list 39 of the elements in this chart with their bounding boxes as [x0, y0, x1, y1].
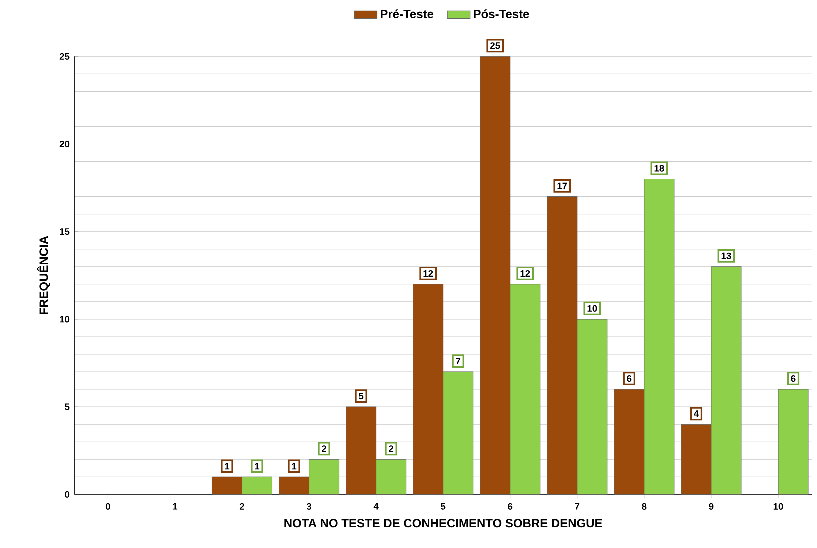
data-label: 25	[490, 42, 500, 50]
data-label: 2	[389, 446, 394, 452]
x-tick-label: 8	[642, 503, 647, 510]
data-label: 17	[558, 182, 568, 190]
legend-label: Pré-Teste	[381, 10, 434, 19]
data-label: 18	[654, 165, 664, 172]
data-label: 1	[292, 463, 297, 470]
x-tick-label: 6	[508, 503, 513, 510]
data-label: 12	[520, 270, 530, 277]
data-label: 6	[791, 375, 796, 382]
x-axis-title: NOTA NO TESTE DE CONHECIMENTO SOBRE DENGUE	[284, 519, 602, 528]
y-tick-label: 5	[65, 404, 70, 410]
data-label: 1	[255, 463, 260, 470]
y-tick-label: 20	[60, 140, 70, 148]
y-tick-label: 10	[60, 316, 70, 323]
x-tick-label: 4	[374, 503, 379, 510]
legend-label: Pós-Teste	[474, 10, 530, 19]
x-tick-label: 5	[441, 503, 446, 510]
x-tick-label: 2	[240, 503, 244, 510]
data-label: 6	[627, 375, 632, 382]
data-label: 13	[722, 252, 732, 260]
y-tick-label: 0	[65, 491, 70, 498]
data-label: 10	[588, 305, 598, 312]
x-tick-label: 7	[575, 503, 580, 510]
bar	[778, 389, 809, 495]
y-tick-label: 25	[60, 53, 70, 60]
x-tick-label: 1	[173, 503, 178, 510]
x-tick-label: 0	[106, 503, 110, 510]
y-tick-label: 15	[60, 228, 70, 236]
data-label: 5	[359, 393, 364, 400]
data-label: 7	[456, 358, 461, 365]
data-label: 1	[225, 463, 230, 470]
data-label: 12	[424, 270, 434, 277]
y-axis-title: FREQUÊNCIA	[37, 236, 50, 315]
data-label: 4	[694, 410, 700, 418]
x-tick-label: 3	[306, 503, 312, 510]
x-tick-label: 10	[774, 503, 784, 510]
x-tick-label: 9	[709, 503, 714, 510]
data-label: 2	[322, 446, 326, 452]
